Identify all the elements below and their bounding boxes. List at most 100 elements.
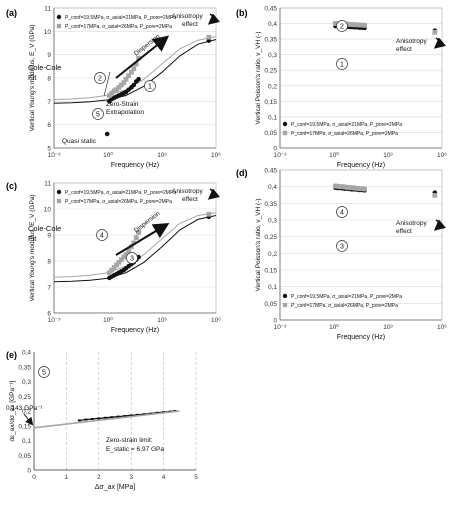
y-tick-label: 0 [273, 318, 277, 325]
annotation-cole-cole: Cole-Cole [28, 63, 61, 72]
legend-marker-black [282, 293, 288, 299]
x-tick-label: 0 [32, 474, 36, 481]
x-tick-label: 10³ [157, 152, 167, 159]
x-tick-label: 10⁰ [103, 316, 113, 324]
data-point-gray [432, 29, 438, 35]
data-point-gray [121, 80, 127, 86]
y-tick-label: 7 [47, 285, 51, 292]
data-point-gray [107, 270, 112, 276]
y-tick-label: 0,1 [268, 114, 277, 121]
circled-number [126, 252, 138, 264]
annotation-zero-strain-limit: Zero-strain limit: [106, 437, 153, 444]
anisotropy-arrow [207, 188, 221, 200]
x-tick-label: 5 [194, 474, 198, 481]
legend-marker-black [56, 189, 62, 195]
data-point-gray [362, 23, 367, 28]
data-point-gray [136, 230, 141, 235]
y-tick-label: 0,25 [18, 394, 31, 401]
plot-frame [53, 182, 217, 314]
data-point-black [136, 76, 141, 82]
legend-marker-gray [56, 23, 62, 29]
circled-number-label: 5 [96, 112, 100, 119]
data-point-gray [126, 248, 132, 253]
annotation-extrapolation: Extrapolation [106, 109, 144, 116]
data-point-gray [136, 55, 141, 61]
circled-number-label: 2 [340, 24, 344, 31]
data-point-gray [337, 184, 343, 190]
annotation-cole-cole: Cole-Cole [28, 224, 61, 233]
data-point-black [104, 131, 110, 137]
slope-arrow [23, 413, 34, 426]
data-point-gray [344, 184, 350, 190]
legend-label-black: P_conf=19,5MPa, σ_axial=21MPa, P_pore=2M… [291, 294, 402, 300]
y-tick-label: 11 [44, 6, 51, 13]
x-tick-label: 4 [162, 474, 166, 481]
dispersion-arrow [115, 35, 170, 79]
data-point-gray [206, 211, 212, 217]
panel-label: (d) [236, 168, 248, 178]
fit-curve-black [53, 215, 217, 283]
x-axis-title: Frequency (Hz) [111, 327, 159, 334]
x-tick-label: 10⁶ [437, 324, 447, 331]
data-point-gray [357, 22, 363, 28]
fit-curve-black [53, 39, 217, 104]
x-tick-label: 10⁻³ [48, 317, 62, 324]
circled-number [336, 20, 348, 32]
leader-line [103, 71, 111, 97]
anisotropy-arrow [433, 37, 447, 49]
y-tick-label: 0,45 [264, 168, 277, 175]
plot-frame [279, 169, 443, 321]
y-axis-title: Vertical Young's modulus, E_V (GPa) [29, 194, 36, 301]
y-tick-label: 10 [44, 207, 52, 214]
data-point-gray [109, 90, 115, 96]
y-tick-label: 7 [47, 99, 51, 106]
data-point-gray [121, 254, 127, 260]
y-axis-title: dε_ax/dσ_ax [GPa⁻¹] [9, 380, 16, 441]
y-axis-title: Vertical Young's modulus, E_V (GPa) [29, 24, 36, 131]
y-tick-label: 10 [44, 29, 52, 36]
legend-marker-black [282, 121, 288, 127]
circled-number-label: 1 [148, 84, 152, 91]
y-tick-label: 8 [47, 76, 51, 83]
legend-label-black: P_conf=19,5MPa, σ_axial=21MPa, P_pore=2M… [65, 190, 176, 196]
x-tick-label: 10³ [383, 324, 393, 331]
x-tick-label: 10⁻³ [274, 324, 288, 331]
data-point-gray [126, 73, 132, 79]
legend-marker-gray [56, 198, 62, 204]
circled-number-label: 5 [42, 370, 46, 377]
y-tick-label: 0,3 [268, 52, 277, 59]
data-point-gray [206, 34, 212, 40]
legend-label-gray: P_conf=17MPa, σ_axial=26MPa, P_pore=2MPa [65, 199, 172, 205]
data-point-gray [116, 259, 122, 265]
dispersion-arrow [115, 222, 170, 256]
y-tick-label: 0,25 [264, 68, 277, 75]
x-tick-label: 10⁰ [329, 323, 339, 331]
data-point-gray [362, 186, 367, 192]
data-point-gray [352, 22, 358, 28]
y-tick-label: 9 [47, 52, 51, 59]
legend-marker-black [56, 14, 62, 20]
anisotropy-arrow [207, 13, 221, 25]
y-tick-label: 9 [47, 233, 51, 240]
plot-frame [53, 7, 217, 149]
panel-label: (b) [236, 8, 248, 18]
y-tick-label: 0 [273, 146, 277, 153]
panel-1: (b) 0 0,05 0,1 0,15 0,2 0,25 0,3 0,35 0,4 0,45 10⁻³… [236, 6, 447, 170]
annotation-fit: Fit [28, 234, 37, 243]
annotation-anisotropy-2: effect [396, 228, 412, 235]
data-point-black [131, 82, 137, 88]
y-tick-label: 0,35 [264, 201, 277, 208]
y-tick-label: 0,3 [22, 379, 31, 386]
data-point-gray [432, 192, 438, 198]
x-tick-label: 10⁶ [211, 317, 221, 324]
x-axis-title: Frequency (Hz) [337, 334, 385, 341]
annotation-anisotropy: Anisotropy [172, 13, 203, 20]
panel-4: (e) 0 0,05 0,1 0,15 0,2 0,25 0,3 0,35 0,4 0 1 2 3 4 5 Δσ… [6, 350, 198, 492]
x-axis-title: Frequency (Hz) [337, 162, 385, 169]
x-tick-label: 10⁰ [329, 151, 339, 159]
y-tick-label: 5 [47, 146, 51, 153]
panel-label: (c) [6, 181, 17, 191]
y-tick-label: 6 [47, 122, 51, 129]
annotation-quasi-static: Quasi static [62, 138, 97, 145]
y-tick-label: 0,15 [18, 423, 31, 430]
